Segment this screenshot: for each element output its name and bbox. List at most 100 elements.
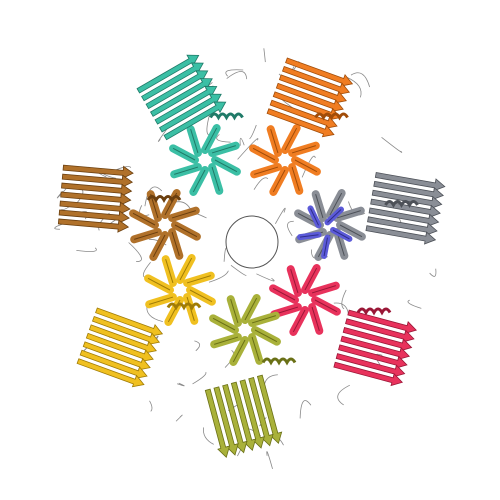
beta-arrow: [338, 344, 408, 369]
alpha-helix: [384, 200, 419, 209]
coil-loop: [287, 220, 294, 237]
strand-edge: [290, 269, 299, 294]
coil-loop: [256, 273, 275, 282]
coil-loop: [144, 186, 163, 207]
strand-edge: [174, 166, 199, 175]
strand-edge: [171, 231, 180, 256]
beta-arrow: [154, 85, 218, 125]
beta-arrow: [61, 173, 134, 188]
coil-loop: [128, 242, 142, 263]
strand-edge: [315, 194, 324, 219]
beta-arrow: [145, 70, 209, 110]
coil-loop: [266, 451, 273, 470]
beta-arrow: [367, 216, 438, 236]
coil-loop: [76, 247, 97, 252]
beta-arrow: [59, 200, 131, 215]
beta-arrow: [333, 361, 404, 387]
coil-loop: [230, 264, 247, 276]
strand-edge: [244, 297, 258, 321]
strand-edge: [336, 210, 361, 219]
strand-edge: [294, 159, 318, 173]
subunit-blue: [297, 205, 353, 259]
strand-edge: [272, 287, 296, 301]
alpha-helix: [356, 307, 392, 316]
beta-arrow: [82, 341, 151, 371]
beta-arrow: [373, 180, 444, 201]
beta-arrow: [368, 207, 440, 227]
coil-loop: [202, 427, 214, 445]
beta-arrow: [60, 191, 132, 206]
coil-loop: [149, 400, 153, 412]
alpha-helix: [209, 112, 244, 121]
coil-loop: [381, 136, 403, 153]
beta-sheet: [365, 172, 446, 245]
beta-arrow: [58, 209, 130, 224]
coil-loop: [337, 384, 351, 406]
coil-loop: [226, 71, 248, 80]
strand-edge: [270, 129, 279, 154]
coil-loop: [176, 382, 185, 387]
strand-edge: [311, 285, 336, 294]
beta-arrow: [91, 315, 161, 346]
strand-edge: [314, 299, 338, 313]
beta-arrow: [347, 309, 417, 334]
beta-sheet: [333, 309, 417, 387]
beta-arrow: [150, 78, 213, 117]
strand-edge: [311, 306, 320, 331]
coil-loop: [175, 414, 183, 422]
strand-edge: [232, 339, 246, 363]
beta-sheet: [204, 374, 283, 459]
strand-edge: [230, 299, 239, 324]
beta-arrow: [88, 324, 157, 354]
strand-edge: [149, 296, 174, 305]
strand-edge: [323, 237, 328, 257]
beta-arrow: [57, 218, 130, 233]
coil-loop: [237, 138, 259, 160]
strand-edge: [310, 208, 319, 226]
beta-arrow: [374, 172, 446, 192]
beta-arrow: [159, 93, 222, 133]
strand-edge: [192, 169, 206, 193]
coil-loop: [275, 207, 286, 224]
beta-arrow: [213, 386, 239, 456]
strand-edge: [174, 224, 198, 238]
subunit-teal: [136, 54, 244, 196]
alpha-helix: [146, 195, 182, 204]
coil-loop: [225, 69, 244, 77]
strand-edge: [132, 212, 156, 226]
strand-edge: [292, 309, 306, 333]
strand-edge: [186, 296, 195, 321]
beta-arrow: [85, 332, 154, 362]
beta-arrow: [141, 62, 204, 102]
subunit-yellow: [76, 254, 216, 388]
beta-arrow: [275, 82, 344, 112]
strand-edge: [172, 147, 196, 161]
beta-arrow: [204, 388, 231, 459]
beta-arrow: [136, 54, 200, 94]
coil-loop: [333, 302, 349, 315]
beta-arrow: [79, 349, 148, 379]
beta-arrow: [239, 379, 265, 449]
strand-edge: [254, 166, 279, 175]
coil-loop: [263, 48, 266, 63]
coil-loop: [429, 268, 437, 277]
beta-arrow: [345, 318, 415, 343]
coil-loop: [407, 299, 422, 309]
central-pore: [225, 215, 279, 269]
strand-edge: [212, 317, 236, 331]
strand-edge: [299, 234, 319, 238]
strand-edge: [152, 234, 166, 258]
beta-arrow: [256, 374, 283, 445]
strand-edge: [254, 329, 278, 343]
coil-loop: [301, 155, 316, 178]
beta-arrow: [342, 327, 413, 352]
beta-arrow: [335, 353, 406, 378]
strand-edge: [189, 289, 213, 303]
strand-edge: [150, 194, 159, 219]
beta-arrow: [281, 65, 351, 96]
beta-sheet: [76, 307, 164, 388]
beta-arrow: [371, 189, 443, 210]
strand-edge: [327, 209, 342, 223]
beta-arrow: [222, 383, 248, 454]
